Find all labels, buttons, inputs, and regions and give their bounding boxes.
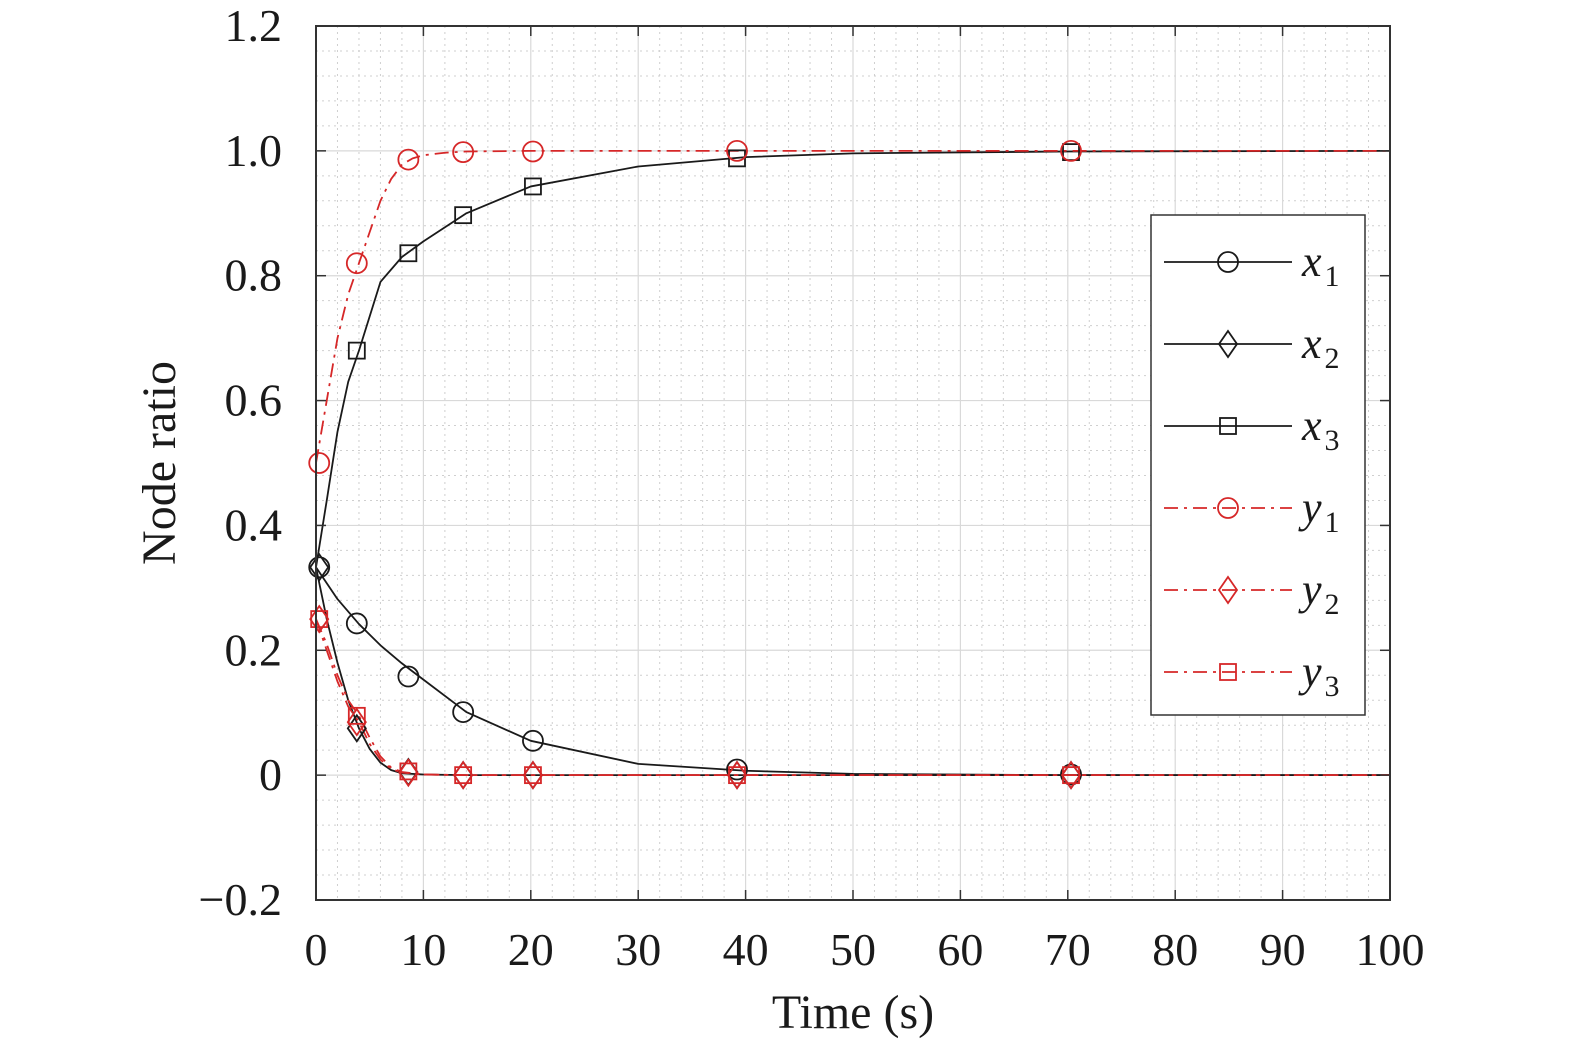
- y-tick-label: −0.2: [199, 874, 282, 925]
- x-tick-label: 80: [1152, 924, 1198, 975]
- legend-subscript-x1: 1: [1325, 260, 1340, 293]
- x-tick-label: 60: [937, 924, 983, 975]
- marker-y3: [310, 610, 329, 628]
- legend-marker-y3: [1219, 663, 1237, 681]
- x-tick-label: 100: [1356, 924, 1425, 975]
- marker-y3: [1062, 766, 1080, 785]
- marker-y2: [522, 760, 544, 790]
- marker-y1: [1060, 139, 1082, 162]
- marker-y1: [522, 140, 544, 163]
- legend-subscript-y3: 3: [1325, 670, 1340, 703]
- series-line-x2: [316, 567, 1390, 777]
- legend-subscript-x2: 2: [1325, 342, 1340, 375]
- legend-marker-y2: [1217, 575, 1239, 605]
- marker-y3: [399, 762, 418, 781]
- legend: x 1x 2x 3y 1y 2y 3: [1150, 214, 1366, 716]
- marker-y2: [1060, 760, 1082, 790]
- series-line-x3: [316, 149, 1390, 568]
- marker-x3: [454, 206, 473, 225]
- marker-y1: [452, 141, 475, 164]
- marker-y3: [728, 766, 746, 785]
- marker-x2: [309, 552, 330, 582]
- legend-marker-x1: [1217, 251, 1239, 273]
- y-tick-labels: −0.2 0 0.2 0.4 0.6 0.8 1.0 1.2: [199, 0, 282, 925]
- marker-x3: [347, 341, 366, 360]
- legend-subscript-x3: 3: [1325, 424, 1340, 457]
- y-tick-label: 0.2: [225, 624, 283, 675]
- legend-marker-x2: [1217, 329, 1239, 359]
- x-tick-label: 30: [615, 924, 661, 975]
- legend-subscript-y2: 2: [1325, 588, 1340, 621]
- legend-subscript-y1: 1: [1325, 506, 1340, 539]
- x-tick-label: 20: [508, 924, 554, 975]
- marker-y1: [345, 252, 368, 275]
- x-axis-title: Time (s): [772, 986, 934, 1039]
- marker-x1: [726, 758, 748, 781]
- series-line-y3: [316, 618, 1390, 777]
- y-tick-label: 0.4: [225, 499, 283, 550]
- x-tick-label: 90: [1260, 924, 1306, 975]
- x-tick-label: 50: [830, 924, 876, 975]
- y-tick-label: 1.2: [225, 0, 283, 51]
- tick-marks: [315, 25, 1391, 901]
- marker-y2: [453, 760, 474, 790]
- x-tick-labels: 0 10 20 30 40 50 60 70 80 90 100: [305, 924, 1425, 975]
- marker-y2: [309, 604, 330, 634]
- marker-y1: [308, 452, 331, 474]
- legend-marker-x3: [1219, 417, 1237, 435]
- marker-y2: [726, 760, 748, 790]
- x-tick-label: 70: [1045, 924, 1091, 975]
- marker-x1: [1060, 763, 1082, 786]
- marker-y1: [726, 139, 748, 162]
- y-tick-label: 0: [259, 749, 282, 800]
- marker-x1: [522, 729, 544, 752]
- y-axis-title: Node ratio: [133, 361, 186, 565]
- x-tick-label: 10: [400, 924, 446, 975]
- marker-y3: [347, 706, 366, 725]
- marker-x3: [524, 177, 542, 196]
- marker-x1: [397, 665, 420, 688]
- marker-x3: [728, 149, 746, 168]
- x-tick-label: 40: [723, 924, 769, 975]
- legend-marker-y1: [1217, 497, 1239, 519]
- marker-y2: [398, 758, 419, 788]
- marker-y3: [454, 766, 473, 785]
- series-line-y1: [316, 149, 1390, 464]
- series-layer: [316, 149, 1390, 777]
- y-tick-label: 0.8: [225, 250, 283, 301]
- x-tick-label: 0: [305, 924, 328, 975]
- marker-y1: [397, 148, 420, 171]
- marker-y2: [346, 707, 367, 737]
- legend-box: [1150, 214, 1366, 716]
- marker-y3: [524, 766, 542, 785]
- marker-x3: [399, 244, 418, 263]
- marker-x1: [345, 612, 368, 635]
- y-tick-label: 0.6: [225, 375, 283, 426]
- marker-x1: [452, 701, 475, 723]
- marker-layer: [308, 139, 1082, 790]
- y-tick-label: 1.0: [225, 125, 283, 176]
